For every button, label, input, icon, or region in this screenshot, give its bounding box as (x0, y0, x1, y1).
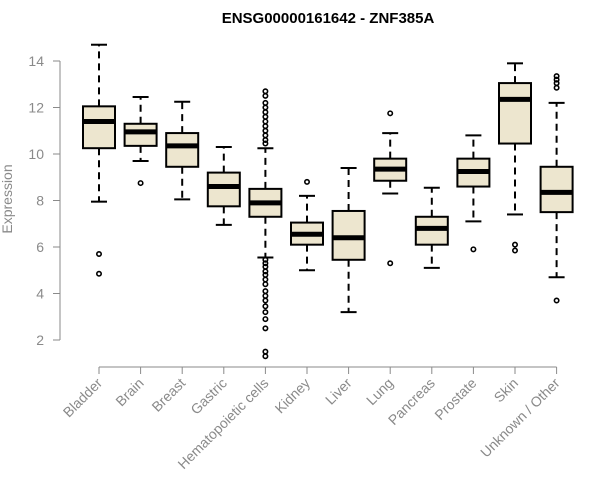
outlier-point (262, 113, 269, 120)
box (123, 122, 158, 147)
outlier-point (553, 80, 560, 87)
y-axis: 2 4 6 8 10 12 14 (28, 53, 61, 348)
outlier-point (262, 88, 269, 95)
box-group (498, 62, 532, 254)
outlier-point (262, 263, 269, 270)
box (539, 165, 574, 214)
box-group (414, 186, 449, 269)
outlier-point (137, 180, 144, 187)
outlier-point (262, 271, 269, 278)
outlier-point (262, 123, 269, 130)
outlier-point (262, 132, 269, 139)
y-tick-label: 4 (36, 286, 44, 302)
x-tick-label: Bladder (60, 375, 106, 421)
box-group (290, 178, 324, 272)
outlier-point (262, 140, 269, 147)
y-axis-label: Expression (0, 164, 15, 233)
box-group (165, 100, 200, 201)
outlier-point (511, 247, 518, 254)
outlier-point (387, 260, 394, 267)
outlier-point (262, 303, 269, 310)
outlier-point (262, 309, 269, 316)
box-group (331, 166, 366, 314)
outlier-point (262, 325, 269, 332)
outlier-point (262, 127, 269, 134)
outlier-point (262, 348, 269, 355)
outlier-point (262, 288, 269, 295)
outlier-point (96, 250, 103, 257)
outlier-point (262, 104, 269, 111)
outlier-point (262, 297, 269, 304)
outlier-point (553, 73, 560, 80)
outlier-point (511, 241, 518, 248)
box-group (123, 96, 158, 187)
x-tick-label: Unknown / Other (477, 375, 563, 461)
outlier-point (262, 260, 269, 267)
box-group (82, 43, 116, 277)
box-group (206, 146, 241, 226)
box (498, 82, 532, 145)
x-tick-label: Brain (112, 375, 146, 409)
outlier-point (553, 76, 560, 83)
y-tick-label: 14 (28, 53, 44, 69)
outlier-point (262, 109, 269, 116)
y-tick-label: 12 (28, 100, 44, 116)
box-group (456, 134, 491, 253)
outlier-point (262, 92, 269, 99)
box (165, 132, 200, 168)
outlier-point (262, 292, 269, 299)
y-tick-label: 6 (36, 239, 44, 255)
outlier-point (262, 353, 269, 360)
outlier-point (96, 270, 103, 277)
outlier-point (262, 99, 269, 106)
outlier-point (262, 268, 269, 275)
box (82, 105, 116, 150)
box-series (82, 43, 574, 360)
outlier-point (303, 178, 310, 185)
outlier-point (470, 246, 477, 253)
outlier-point (553, 84, 560, 91)
outlier-point (387, 110, 394, 117)
box-group (373, 110, 408, 267)
chart-title: ENSG00000161642 - ZNF385A (222, 10, 435, 27)
y-tick-label: 10 (28, 146, 44, 162)
x-tick-label: Prostate (431, 375, 479, 423)
y-tick-label: 8 (36, 193, 44, 209)
x-tick-label: Kidney (272, 375, 314, 417)
outlier-point (262, 276, 269, 283)
outlier-point (262, 256, 269, 263)
outlier-point (262, 281, 269, 288)
x-tick-label: Breast (148, 375, 188, 415)
outlier-point (553, 297, 560, 304)
box-group (248, 88, 283, 360)
box (206, 171, 241, 208)
x-tick-label: Lung (363, 375, 396, 408)
box-group (539, 73, 574, 304)
x-tick-label: Skin (491, 375, 522, 406)
x-tick-label: Liver (322, 375, 355, 408)
outlier-point (262, 137, 269, 144)
outlier-point (262, 118, 269, 125)
y-tick-label: 2 (36, 332, 44, 348)
outlier-point (262, 316, 269, 323)
